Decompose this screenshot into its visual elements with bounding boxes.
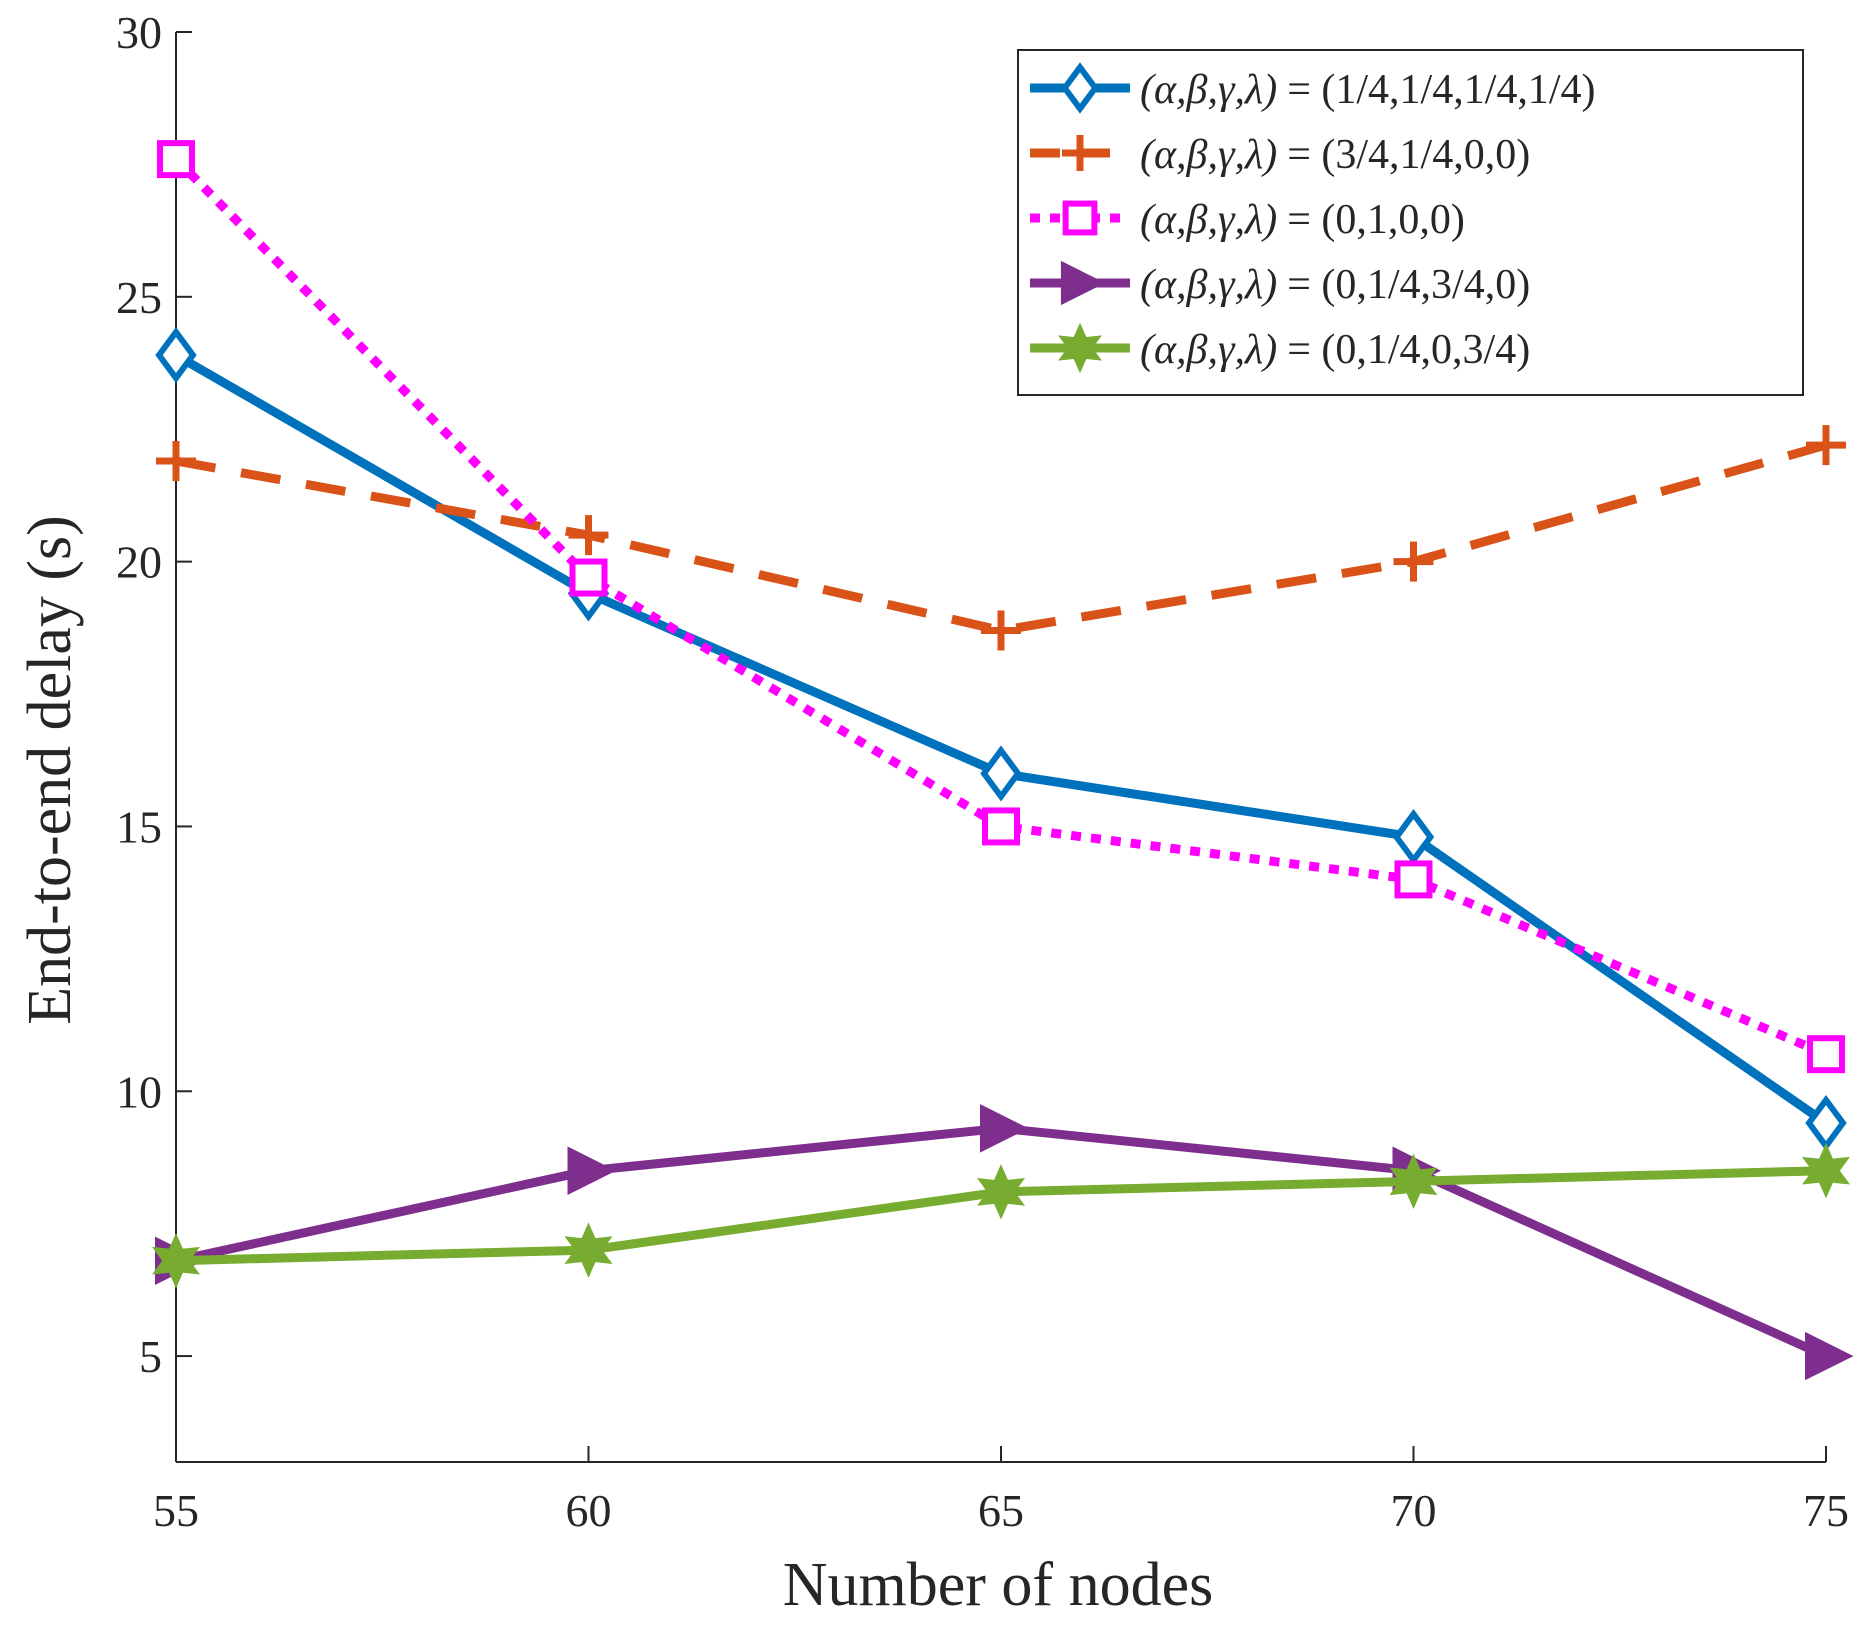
data-point-marker (151, 1232, 201, 1289)
data-point-marker (1062, 135, 1098, 171)
x-tick-label: 75 (1803, 1485, 1849, 1536)
data-point-marker (155, 327, 197, 384)
legend-label-values: = (0,1/4,0,3/4) (1287, 327, 1530, 373)
data-point-marker (1060, 260, 1106, 306)
legend-label: (α,β,γ,λ) = (0,1/4,3/4,0) (1140, 262, 1530, 308)
plot-series (151, 140, 1854, 1381)
data-point-marker (982, 807, 1020, 846)
legend-label-params: (α,β,γ,λ) (1140, 262, 1277, 308)
series-line (175, 440, 1828, 635)
series-line (175, 1123, 1828, 1361)
legend: (α,β,γ,λ) = (1/4,1/4,1/4,1/4)(α,β,γ,λ) = (… (1017, 49, 1804, 396)
data-point-marker (569, 558, 608, 597)
data-point-marker (1060, 62, 1100, 114)
legend-label-values: = (0,1,0,0) (1287, 197, 1465, 243)
data-point-marker (157, 140, 195, 179)
legend-entry: (α,β,γ,λ) = (0,1/4,3/4,0) (1030, 260, 1530, 308)
data-point-marker (564, 1222, 613, 1278)
legend-label-params: (α,β,γ,λ) (1140, 197, 1277, 243)
x-tick-label: 55 (153, 1485, 199, 1536)
x-axis-title: Number of nodes (783, 1551, 1213, 1619)
legend-label-params: (α,β,γ,λ) (1140, 132, 1277, 178)
data-point-marker (1389, 1153, 1438, 1210)
data-point-marker (1062, 200, 1098, 236)
legend-label: (α,β,γ,λ) = (3/4,1/4,0,0) (1140, 132, 1530, 178)
y-tick-label: 5 (139, 1331, 162, 1382)
legend-entry: (α,β,γ,λ) = (0,1/4,0,3/4) (1030, 322, 1530, 374)
legend-entry: (α,β,γ,λ) = (0,1,0,0) (1030, 197, 1465, 243)
x-tick-label: 60 (566, 1485, 612, 1536)
data-point-marker (568, 515, 609, 556)
data-point-marker (980, 1104, 1029, 1153)
data-point-marker (1805, 1094, 1847, 1152)
legend-label-values: = (1/4,1/4,1/4,1/4) (1287, 67, 1595, 113)
legend-box (1017, 49, 1804, 396)
legend-label: (α,β,γ,λ) = (0,1/4,0,3/4) (1140, 327, 1530, 373)
series-line (173, 351, 1829, 1127)
data-point-marker (1394, 860, 1433, 899)
series-2 (156, 425, 1846, 651)
legend-label-params: (α,β,γ,λ) (1140, 327, 1277, 373)
legend-label: (α,β,γ,λ) = (1/4,1/4,1/4,1/4) (1140, 67, 1596, 113)
x-tick-label: 70 (1391, 1485, 1437, 1536)
data-point-marker (1393, 541, 1434, 582)
data-point-marker (567, 1146, 616, 1195)
data-point-marker (1806, 425, 1846, 466)
data-point-marker (980, 745, 1022, 802)
series-3 (157, 140, 1845, 1074)
y-tick-label: 30 (116, 7, 162, 58)
series-4 (155, 1104, 1854, 1381)
data-point-marker (981, 610, 1021, 651)
axes: 55 60 65 70 75 5 10 15 20 25 30 (116, 7, 1849, 1536)
legend-label-values: = (3/4,1/4,0,0) (1287, 132, 1530, 178)
data-point-marker (156, 441, 196, 481)
data-point-marker (1058, 322, 1102, 374)
legend-label-values: = (0,1/4,3/4,0) (1287, 262, 1530, 308)
data-point-marker (1392, 808, 1435, 866)
y-axis-title: End-to-end delay (s) (16, 515, 84, 1025)
y-tick-label: 20 (116, 537, 162, 588)
data-point-marker (976, 1164, 1026, 1220)
legend-label-params: (α,β,γ,λ) (1140, 67, 1277, 113)
legend-entry: (α,β,γ,λ) = (1/4,1/4,1/4,1/4) (1030, 62, 1596, 114)
data-point-marker (1801, 1142, 1851, 1199)
y-tick-label: 10 (116, 1066, 162, 1117)
data-point-marker (1807, 1035, 1845, 1074)
legend-entry: (α,β,γ,λ) = (3/4,1/4,0,0) (1030, 132, 1530, 178)
x-tick-label: 65 (978, 1485, 1024, 1536)
y-tick-label: 25 (116, 272, 162, 323)
y-tick-label: 15 (116, 801, 162, 852)
data-point-marker (1805, 1331, 1854, 1381)
series-5 (151, 1142, 1851, 1289)
series-1 (155, 327, 1847, 1152)
legend-label: (α,β,γ,λ) = (0,1,0,0) (1140, 197, 1465, 243)
